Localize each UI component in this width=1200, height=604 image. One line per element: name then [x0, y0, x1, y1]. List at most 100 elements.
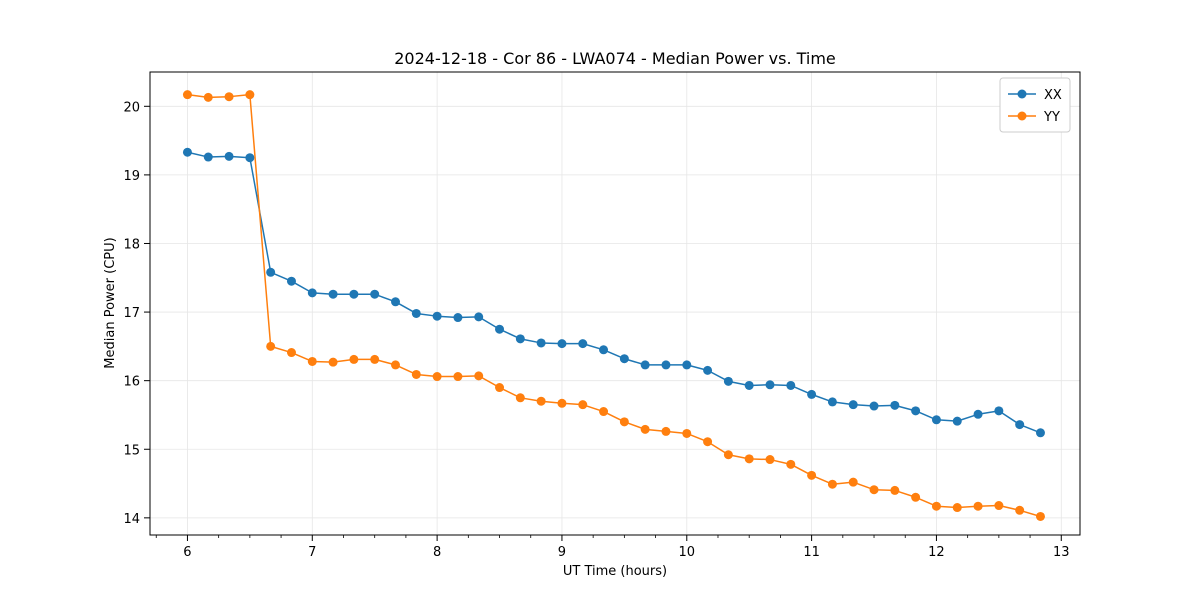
data-point-yy [619, 417, 629, 427]
plot-area [150, 72, 1080, 535]
x-axis-label: UT Time (hours) [563, 564, 667, 579]
data-point-yy [182, 90, 192, 100]
data-point-yy [432, 372, 442, 382]
data-point-xx [328, 289, 338, 299]
legend-item-xx: XX [1008, 88, 1062, 103]
data-point-yy [453, 372, 463, 382]
data-point-xx [786, 380, 796, 390]
data-point-xx [1035, 428, 1045, 438]
x-tick-label: 9 [558, 545, 566, 560]
legend: XX YY [999, 77, 1071, 133]
x-tick-label: 6 [183, 545, 191, 560]
data-point-yy [952, 503, 962, 513]
data-point-yy [245, 90, 255, 100]
data-point-xx [744, 380, 754, 390]
legend-label-yy: YY [1043, 110, 1060, 125]
y-tick-label: 16 [123, 375, 140, 390]
data-point-yy [744, 454, 754, 464]
data-point-yy [703, 437, 713, 447]
data-point-xx [994, 406, 1004, 416]
data-point-yy [328, 357, 338, 367]
data-point-xx [557, 339, 567, 349]
data-point-xx [495, 324, 505, 334]
data-point-xx [1015, 420, 1025, 430]
data-point-xx [807, 389, 817, 399]
data-point-yy [411, 369, 421, 379]
data-point-yy [536, 396, 546, 406]
data-point-yy [723, 450, 733, 460]
data-point-yy [765, 455, 775, 465]
legend-marker-yy [1017, 111, 1027, 121]
data-point-yy [307, 356, 317, 366]
data-point-yy [495, 383, 505, 393]
data-point-xx [203, 152, 213, 162]
data-point-xx [266, 267, 276, 277]
data-point-xx [723, 376, 733, 386]
x-tick-label: 8 [433, 545, 441, 560]
data-point-xx [515, 334, 525, 344]
data-point-xx [682, 360, 692, 370]
y-axis-label: Median Power (CPU) [103, 237, 118, 368]
legend-marker-xx [1017, 89, 1027, 99]
data-point-xx [286, 276, 296, 286]
data-point-yy [827, 479, 837, 489]
data-point-xx [827, 397, 837, 407]
data-point-yy [807, 470, 817, 480]
data-point-yy [640, 424, 650, 434]
y-tick-label: 15 [123, 443, 140, 458]
data-point-yy [578, 400, 588, 410]
data-point-xx [661, 360, 671, 370]
series-xx [182, 147, 1045, 438]
x-tick-label: 10 [679, 545, 696, 560]
y-tick-label: 19 [123, 169, 140, 184]
y-tick-label: 18 [123, 237, 140, 252]
data-point-xx [411, 308, 421, 318]
data-point-yy [391, 360, 401, 370]
data-point-yy [661, 426, 671, 436]
legend-box [999, 77, 1071, 133]
x-tick-label: 11 [803, 545, 820, 560]
plot-frame [149, 71, 1081, 536]
data-point-yy [890, 485, 900, 495]
data-point-yy [515, 393, 525, 403]
data-point-xx [952, 416, 962, 426]
data-point-xx [931, 415, 941, 425]
data-point-xx [370, 289, 380, 299]
y-tick-label: 17 [123, 306, 140, 321]
data-point-xx [869, 401, 879, 411]
data-point-yy [848, 477, 858, 487]
data-point-xx [453, 313, 463, 323]
axes: 6 7 8 9 10 11 12 13 14 15 16 17 18 19 20 [123, 100, 1069, 560]
data-point-yy [994, 501, 1004, 511]
x-tick-label: 12 [928, 545, 945, 560]
data-point-yy [786, 459, 796, 469]
data-point-yy [286, 348, 296, 358]
data-point-xx [765, 380, 775, 390]
data-point-yy [1015, 505, 1025, 515]
data-point-xx [245, 153, 255, 163]
data-point-xx [432, 311, 442, 321]
data-point-yy [474, 371, 484, 381]
data-point-yy [1035, 511, 1045, 521]
data-point-xx [973, 409, 983, 419]
data-point-xx [890, 400, 900, 410]
legend-label-xx: XX [1044, 88, 1062, 103]
data-point-yy [557, 398, 567, 408]
data-point-yy [869, 485, 879, 495]
data-point-xx [640, 360, 650, 370]
data-point-xx [703, 365, 713, 375]
data-point-yy [224, 92, 234, 102]
data-point-xx [391, 297, 401, 307]
legend-item-yy: YY [1008, 110, 1060, 125]
grid [150, 72, 1080, 535]
data-point-yy [370, 354, 380, 364]
data-point-yy [973, 501, 983, 511]
series-layer [182, 90, 1045, 521]
series-yy [182, 90, 1045, 521]
data-point-yy [203, 92, 213, 102]
data-point-yy [266, 341, 276, 351]
data-point-xx [474, 312, 484, 322]
data-point-xx [307, 288, 317, 298]
